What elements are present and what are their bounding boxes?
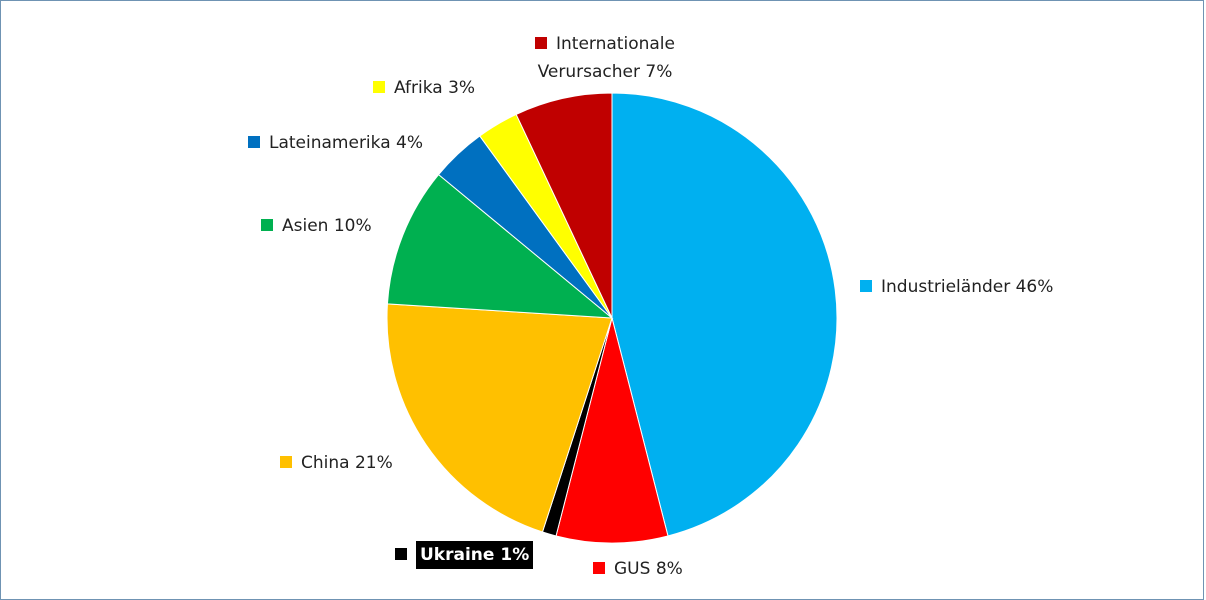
pie-slice (515, 92, 613, 319)
pie-slice (555, 317, 669, 544)
label-text: Lateinamerika 4% (269, 133, 423, 153)
category-name: Lateinamerika (269, 133, 391, 153)
data-label: Afrika 3% (373, 74, 475, 102)
label-text: Industrieländer 46% (881, 277, 1053, 297)
pie-slice (611, 92, 838, 537)
legend-swatch (593, 562, 605, 574)
category-name: Ukraine (420, 545, 495, 565)
legend-swatch (395, 548, 407, 560)
data-label: Internationale Verursacher 7% (515, 30, 695, 86)
label-text: GUS 8% (614, 559, 683, 579)
pie-slice (386, 173, 614, 319)
label-text: Asien 10% (282, 216, 372, 236)
data-label: Ukraine 1% (395, 541, 534, 569)
category-name: Industrieländer (881, 277, 1011, 297)
legend-swatch (248, 136, 260, 148)
legend-swatch (261, 219, 273, 231)
label-text: Internationale Verursacher 7% (538, 34, 675, 82)
value-label: 7% (645, 62, 673, 82)
value-label: 21% (354, 453, 393, 473)
legend-swatch (373, 81, 385, 93)
data-label: GUS 8% (593, 555, 683, 583)
label-text: China 21% (301, 453, 393, 473)
category-name: GUS (614, 559, 651, 579)
data-label: Asien 10% (261, 212, 372, 240)
legend-swatch (860, 280, 872, 292)
category-name: Afrika (394, 78, 443, 98)
label-text: Ukraine 1% (416, 541, 534, 569)
pie-slice (386, 303, 613, 533)
label-text: Afrika 3% (394, 78, 475, 98)
legend-swatch (535, 37, 548, 49)
data-label: China 21% (280, 449, 393, 477)
value-label: 10% (333, 216, 372, 236)
category-name: Internationale Verursacher (537, 34, 675, 82)
data-label: Lateinamerika 4% (248, 129, 423, 157)
value-label: 1% (500, 545, 530, 565)
value-label: 4% (396, 133, 424, 153)
legend-swatch (280, 456, 292, 468)
category-name: Asien (282, 216, 329, 236)
value-label: 8% (655, 559, 683, 579)
category-name: China (301, 453, 350, 473)
data-label: Industrieländer 46% (860, 273, 1053, 301)
value-label: 3% (448, 78, 476, 98)
value-label: 46% (1015, 277, 1054, 297)
